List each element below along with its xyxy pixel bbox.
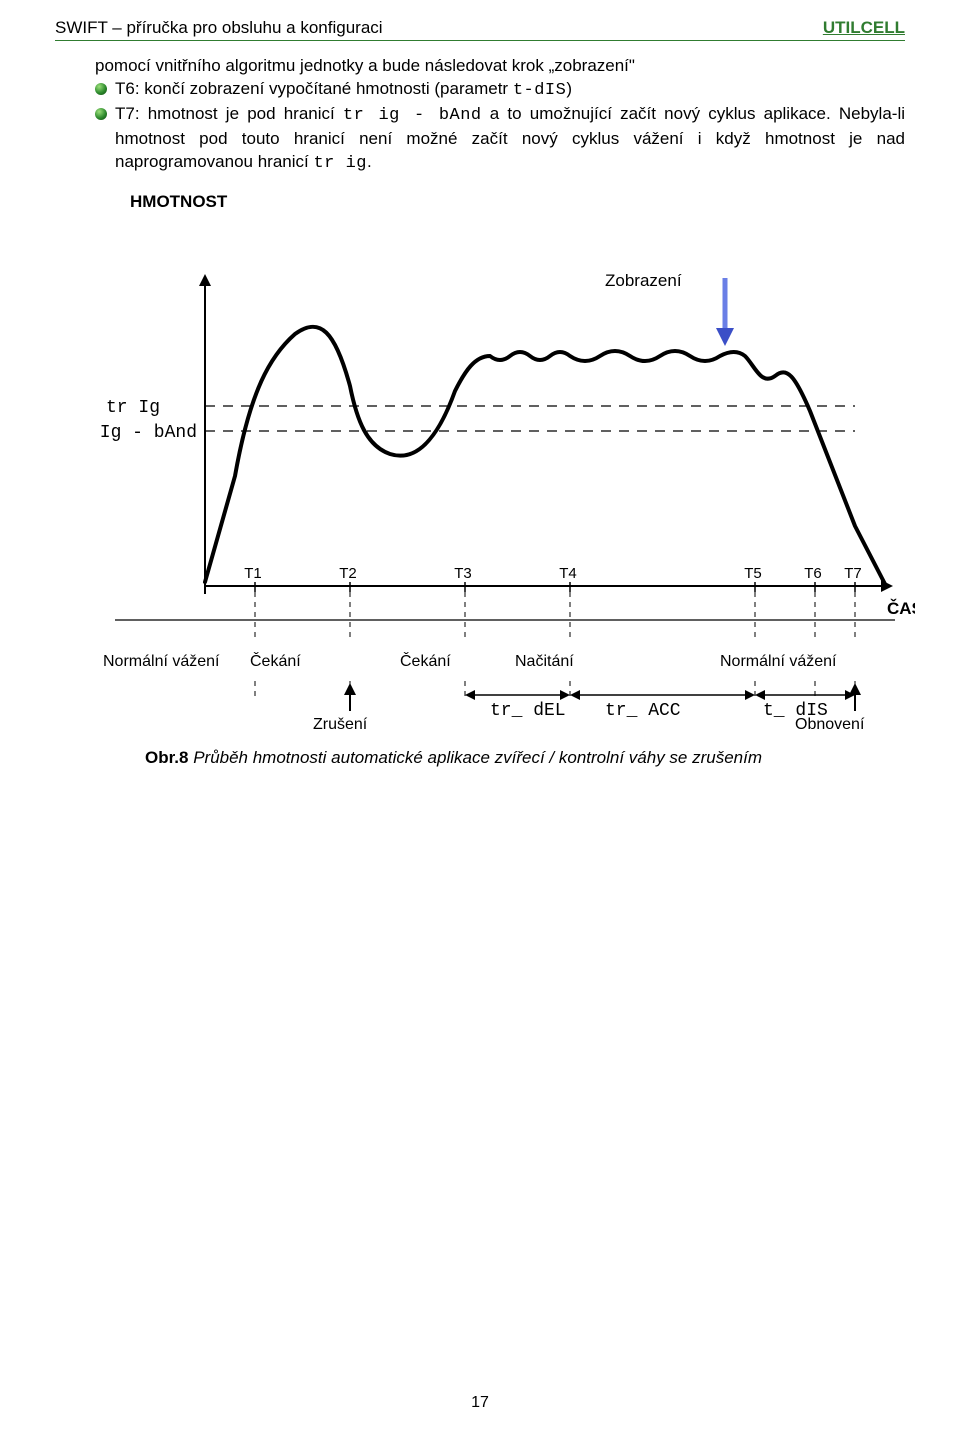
svg-text:Zrušení: Zrušení <box>313 716 368 733</box>
bullet1-text: T6: končí zobrazení vypočítané hmotnosti… <box>115 78 905 103</box>
bullet1-code: t-dIS <box>513 81 567 100</box>
bottom-annot-svg: tr_ dELtr_ ACCt_ dISZrušeníObnovení <box>95 681 915 741</box>
svg-text:T6: T6 <box>804 565 822 582</box>
body-line1: pomocí vnitřního algoritmu jednotky a bu… <box>95 55 905 78</box>
svg-text:T5: T5 <box>744 565 762 582</box>
svg-text:tr_ ACC: tr_ ACC <box>605 701 681 721</box>
label-nacitani: Načitání <box>515 653 574 671</box>
figure-caption: Obr.8 Průběh hmotnosti automatické aplik… <box>145 748 905 768</box>
label-cekani-2: Čekání <box>400 653 451 671</box>
bullet2-code: tr ig - bAnd <box>343 106 482 125</box>
bullet2-post: . <box>367 152 372 171</box>
svg-text:tr Ig: tr Ig <box>106 398 160 418</box>
svg-text:T1: T1 <box>244 565 262 582</box>
header-left: SWIFT – příručka pro obsluhu a konfigura… <box>55 18 383 38</box>
svg-text:T4: T4 <box>559 565 577 582</box>
label-cekani-1: Čekání <box>250 653 301 671</box>
svg-text:tr_ dEL: tr_ dEL <box>490 701 566 721</box>
caption-text: Průběh hmotnosti automatické aplikace zv… <box>193 748 762 767</box>
svg-text:Obnovení: Obnovení <box>795 716 865 733</box>
svg-text:T3: T3 <box>454 565 472 582</box>
page-header: SWIFT – příručka pro obsluhu a konfigura… <box>55 18 905 41</box>
bullet-icon <box>95 108 107 120</box>
page-number: 17 <box>0 1394 960 1412</box>
svg-text:Zobrazení: Zobrazení <box>605 271 682 290</box>
caption-prefix: Obr.8 <box>145 748 193 767</box>
bullet2-code2: tr ig <box>313 154 367 173</box>
chart-svg: tr Ig tr Ig - bAnd T1 T2 T3 T4 T5 T6 T7 Zobrazení… <box>95 216 915 646</box>
svg-text:T7: T7 <box>844 565 862 582</box>
bullet2-pre: T7: hmotnost je pod hranicí <box>115 104 343 123</box>
body-text: pomocí vnitřního algoritmu jednotky a bu… <box>95 55 905 176</box>
header-right: UTILCELL <box>823 18 905 38</box>
svg-text:tr Ig - bAnd: tr Ig - bAnd <box>95 423 197 443</box>
hmotnost-label: HMOTNOST <box>130 192 905 212</box>
bullet-icon <box>95 83 107 95</box>
bullet1-pre: T6: končí zobrazení vypočítané hmotnosti… <box>115 79 513 98</box>
chart: tr Ig tr Ig - bAnd T1 T2 T3 T4 T5 T6 T7 Zobrazení… <box>95 216 915 651</box>
region-labels-row: Normální vážení Čekání Čekání Načitání N… <box>55 653 905 681</box>
svg-text:ČAS: ČAS <box>887 599 915 618</box>
bullet1-post: ) <box>566 79 572 98</box>
label-normalni-vazeni-left: Normální vážení <box>103 653 220 671</box>
bullet2-text: T7: hmotnost je pod hranicí tr ig - bAnd… <box>115 103 905 176</box>
svg-text:T2: T2 <box>339 565 357 582</box>
label-normalni-vazeni-right: Normální vážení <box>720 653 837 671</box>
